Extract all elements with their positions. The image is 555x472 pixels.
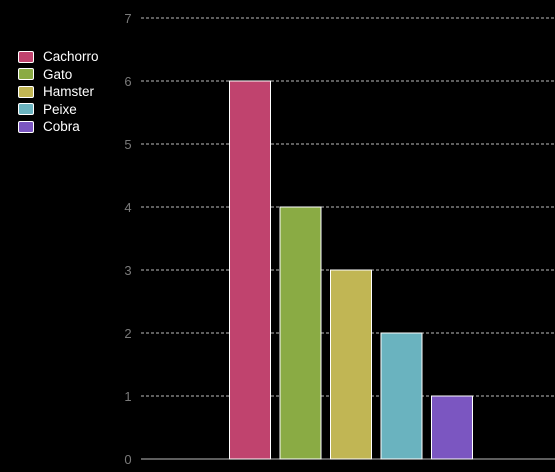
legend-label-peixe: Peixe bbox=[43, 102, 77, 117]
legend-swatch-cobra bbox=[18, 121, 34, 133]
bar-peixe[interactable] bbox=[381, 333, 422, 459]
legend-swatch-gato bbox=[18, 68, 34, 80]
legend-swatch-hamster bbox=[18, 86, 34, 98]
y-tick-label-4: 4 bbox=[124, 200, 131, 215]
y-tick-label-1: 1 bbox=[124, 389, 131, 404]
y-tick-label-2: 2 bbox=[124, 326, 131, 341]
bar-cachorro[interactable] bbox=[230, 81, 271, 459]
legend-item-peixe[interactable]: Peixe bbox=[18, 101, 99, 119]
y-axis-ticks: 0 1 2 3 4 5 6 7 bbox=[124, 11, 131, 467]
y-tick-label-6: 6 bbox=[124, 74, 131, 89]
legend-item-gato[interactable]: Gato bbox=[18, 66, 99, 84]
legend-swatch-cachorro bbox=[18, 51, 34, 63]
legend-label-hamster: Hamster bbox=[43, 84, 94, 99]
bar-hamster[interactable] bbox=[331, 270, 372, 459]
y-tick-label-5: 5 bbox=[124, 137, 131, 152]
legend-item-hamster[interactable]: Hamster bbox=[18, 83, 99, 101]
y-tick-label-3: 3 bbox=[124, 263, 131, 278]
legend: Cachorro Gato Hamster Peixe Cobra bbox=[18, 48, 99, 136]
legend-label-cachorro: Cachorro bbox=[43, 49, 99, 64]
y-tick-label-7: 7 bbox=[124, 11, 131, 26]
legend-swatch-peixe bbox=[18, 103, 34, 115]
bar-cobra[interactable] bbox=[432, 396, 473, 459]
legend-item-cobra[interactable]: Cobra bbox=[18, 118, 99, 136]
y-tick-label-0: 0 bbox=[124, 452, 131, 467]
legend-item-cachorro[interactable]: Cachorro bbox=[18, 48, 99, 66]
legend-label-cobra: Cobra bbox=[43, 119, 80, 134]
bar-gato[interactable] bbox=[280, 207, 321, 459]
legend-label-gato: Gato bbox=[43, 67, 72, 82]
